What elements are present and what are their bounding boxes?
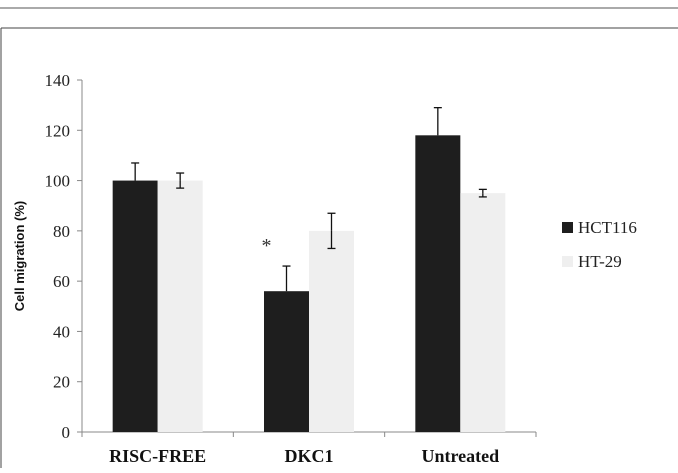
y-tick-label: 140 — [45, 71, 71, 90]
x-category-label: DKC1 — [285, 446, 334, 466]
y-tick-label: 20 — [53, 373, 70, 392]
y-tick-label: 80 — [53, 222, 70, 241]
y-tick-label: 40 — [53, 322, 70, 341]
significance-star: * — [262, 235, 272, 257]
x-category-label: RISC-FREE — [109, 446, 206, 466]
legend-swatch-hct116 — [562, 222, 573, 233]
bar-ht-29-dkc1 — [309, 230, 354, 432]
legend-label-ht-29: HT-29 — [578, 252, 622, 271]
y-tick-label: 0 — [62, 423, 71, 442]
y-tick-label: 60 — [53, 272, 70, 291]
y-tick-label: 120 — [45, 121, 71, 140]
legend-swatch-ht-29 — [562, 256, 573, 267]
y-axis-label: Cell migration (%) — [12, 201, 27, 312]
bar-ht-29-untreated — [460, 193, 506, 432]
bar-ht-29-risc-free — [157, 180, 203, 432]
legend-label-hct116: HCT116 — [578, 218, 637, 237]
bar-hct116-risc-free — [112, 180, 158, 432]
bar-hct116-dkc1 — [264, 291, 309, 432]
y-tick-label: 100 — [45, 172, 71, 191]
bar-hct116-untreated — [415, 135, 461, 433]
x-category-label: Untreated — [422, 446, 500, 466]
